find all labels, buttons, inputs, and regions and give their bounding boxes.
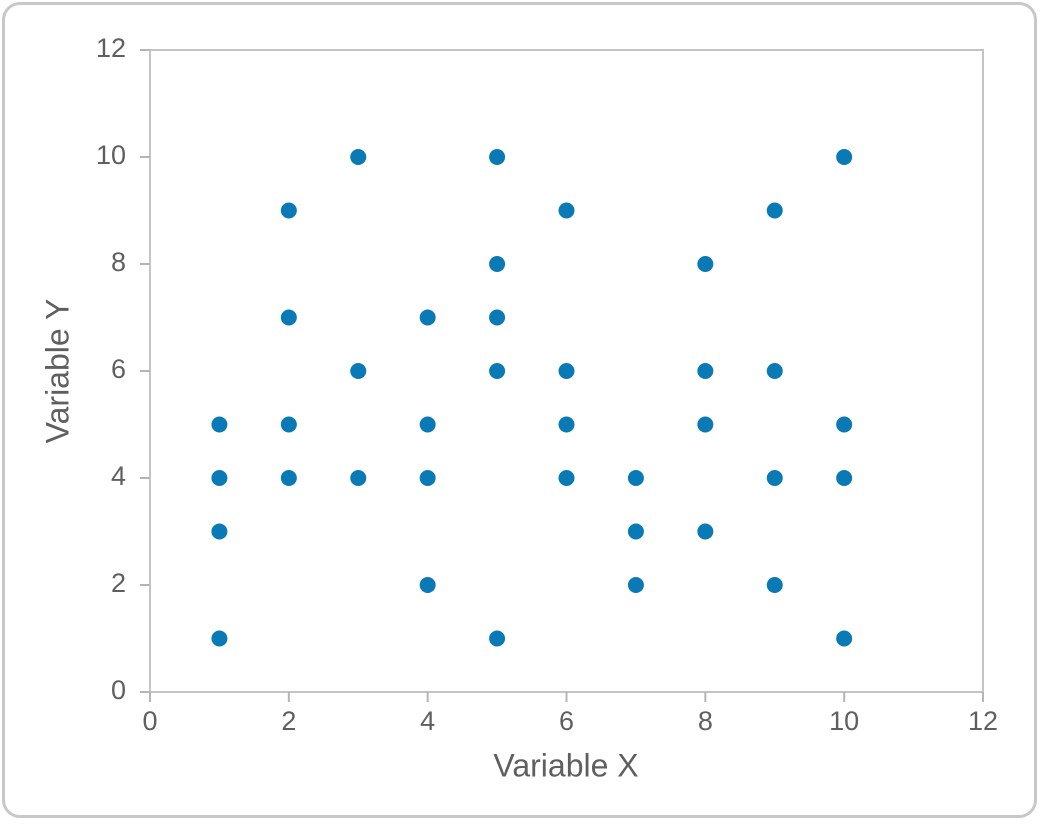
x-tick-label: 0 — [142, 706, 157, 736]
y-tick-label: 12 — [96, 33, 126, 63]
point — [489, 309, 506, 326]
y-tick-label: 6 — [111, 354, 126, 384]
point — [627, 523, 644, 540]
point — [558, 363, 575, 379]
point — [627, 577, 644, 593]
point — [558, 416, 575, 433]
x-tick-label: 12 — [968, 706, 998, 736]
y-tick-label: 8 — [111, 247, 126, 277]
x-tick-label: 4 — [420, 706, 435, 736]
point — [766, 202, 783, 219]
x-axis-title: Variable X — [493, 747, 638, 783]
point — [627, 470, 644, 486]
point — [558, 470, 575, 486]
point — [489, 363, 506, 379]
x-tick-label: 10 — [829, 706, 859, 736]
point — [697, 416, 714, 433]
point — [766, 577, 783, 593]
point — [558, 202, 575, 219]
point — [766, 470, 783, 486]
point — [836, 149, 853, 165]
point — [350, 470, 367, 486]
y-tick-label: 2 — [111, 568, 126, 598]
y-axis-title: Variable Y — [39, 299, 75, 444]
point — [280, 309, 297, 326]
point — [211, 470, 228, 486]
point — [697, 256, 714, 272]
point — [836, 470, 853, 486]
point — [489, 630, 506, 647]
point — [211, 523, 228, 540]
point — [489, 256, 506, 272]
point — [419, 577, 436, 593]
point — [211, 630, 228, 647]
x-tick-label: 8 — [698, 706, 713, 736]
point — [419, 470, 436, 486]
x-tick-label: 2 — [281, 706, 296, 736]
point — [419, 309, 436, 326]
x-tick-label: 6 — [559, 706, 574, 736]
point — [350, 149, 367, 165]
point — [280, 470, 297, 486]
point — [697, 523, 714, 540]
point — [766, 363, 783, 379]
point — [350, 363, 367, 379]
point — [489, 149, 506, 165]
point — [836, 630, 853, 647]
y-tick-label: 4 — [111, 461, 126, 491]
point — [211, 416, 228, 433]
point — [419, 416, 436, 433]
y-tick-label: 0 — [111, 675, 126, 705]
point — [697, 363, 714, 379]
point — [280, 202, 297, 219]
point — [836, 416, 853, 433]
y-tick-label: 10 — [96, 140, 126, 170]
point — [280, 416, 297, 433]
